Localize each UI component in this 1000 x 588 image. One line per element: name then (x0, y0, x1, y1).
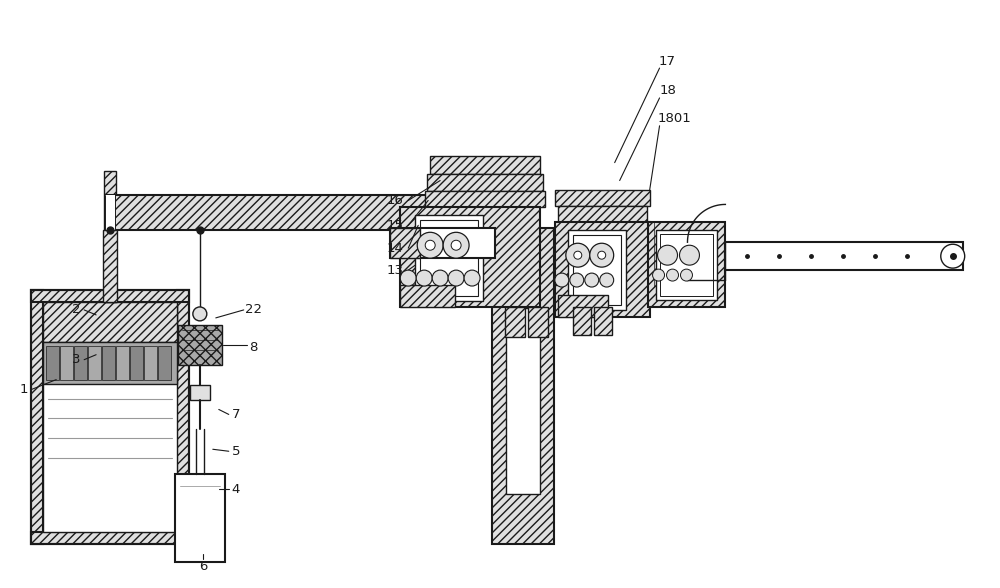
Bar (158, 346, 171, 380)
Bar (31, 290, 43, 544)
Bar (116, 346, 129, 380)
Text: 22: 22 (245, 303, 262, 316)
Bar (725, 242, 963, 270)
Text: 1: 1 (19, 383, 28, 396)
Circle shape (425, 240, 435, 250)
Bar (104, 171, 116, 302)
Text: 18: 18 (659, 85, 676, 98)
Bar (175, 474, 225, 562)
Text: 14: 14 (387, 242, 404, 255)
Text: 3: 3 (72, 353, 80, 366)
Circle shape (566, 243, 590, 267)
Bar (144, 346, 157, 380)
Bar (390, 228, 420, 258)
Text: 13: 13 (387, 263, 404, 276)
Bar (43, 342, 177, 383)
Circle shape (443, 232, 469, 258)
Circle shape (590, 243, 614, 267)
Bar (568, 230, 626, 310)
Bar (31, 290, 189, 302)
Bar (420, 220, 478, 296)
Circle shape (653, 269, 665, 281)
Circle shape (667, 269, 679, 281)
Circle shape (574, 251, 582, 259)
Text: 15: 15 (387, 219, 404, 232)
Text: 2: 2 (72, 303, 80, 316)
Bar (506, 308, 540, 494)
Bar (390, 228, 495, 258)
Circle shape (585, 273, 599, 287)
Bar (400, 285, 455, 307)
Circle shape (600, 273, 614, 287)
Bar (130, 346, 143, 380)
Bar (558, 206, 647, 222)
Bar (43, 302, 177, 342)
Bar (60, 346, 73, 380)
Text: 4: 4 (232, 483, 240, 496)
Circle shape (400, 270, 416, 286)
Bar (31, 532, 189, 544)
Text: 5: 5 (231, 445, 240, 457)
Bar (660, 234, 713, 296)
Text: 1801: 1801 (658, 112, 691, 125)
Circle shape (658, 245, 678, 265)
Bar (656, 230, 717, 300)
Bar (492, 228, 554, 544)
Bar (43, 302, 177, 532)
Bar (425, 192, 545, 208)
Circle shape (570, 273, 584, 287)
Bar (102, 346, 115, 380)
Bar (178, 325, 222, 365)
Bar (400, 208, 540, 307)
Circle shape (464, 270, 480, 286)
Bar (648, 222, 662, 287)
Bar (46, 346, 59, 380)
Bar (88, 346, 101, 380)
Bar (31, 290, 189, 544)
Bar (505, 307, 525, 337)
Bar (558, 295, 608, 317)
Bar (74, 346, 87, 380)
Text: 6: 6 (199, 560, 207, 573)
Circle shape (417, 232, 443, 258)
Circle shape (416, 270, 432, 286)
Circle shape (432, 270, 448, 286)
Circle shape (941, 244, 965, 268)
Circle shape (448, 270, 464, 286)
Bar (106, 195, 530, 230)
Bar (648, 222, 725, 307)
Bar (427, 173, 543, 192)
Bar (573, 307, 591, 335)
Bar (573, 235, 621, 305)
Bar (555, 191, 650, 206)
Circle shape (193, 307, 207, 321)
Bar (190, 385, 210, 400)
Bar (415, 215, 483, 301)
Bar (594, 307, 612, 335)
Circle shape (680, 245, 699, 265)
Bar (555, 222, 650, 317)
Circle shape (598, 251, 606, 259)
Bar (430, 156, 540, 173)
Text: 16: 16 (387, 194, 404, 207)
Text: 17: 17 (659, 55, 676, 68)
Text: 7: 7 (231, 408, 240, 421)
Circle shape (451, 240, 461, 250)
Text: 8: 8 (249, 341, 258, 354)
Bar (528, 307, 548, 337)
Bar (105, 195, 115, 230)
Bar (103, 230, 117, 302)
Bar (177, 290, 189, 544)
Circle shape (555, 273, 569, 287)
Circle shape (680, 269, 692, 281)
